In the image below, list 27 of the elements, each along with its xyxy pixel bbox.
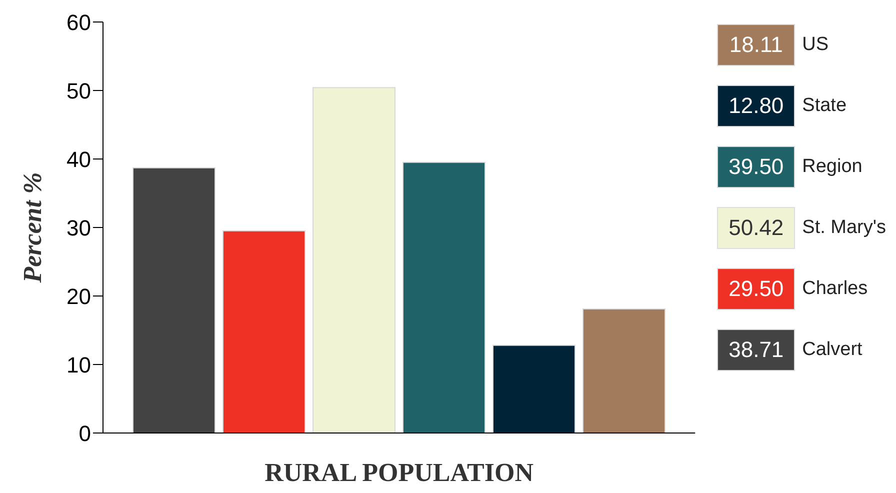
legend-label: Calvert <box>802 339 862 361</box>
bar <box>492 344 576 433</box>
legend-label: Charles <box>802 278 868 300</box>
text: 38.71 <box>717 329 796 371</box>
legend-label: US <box>802 34 829 56</box>
bar <box>402 162 486 433</box>
y-tick-label: 50 <box>66 78 91 104</box>
legend-label: St. Mary's <box>802 217 886 239</box>
text: 29.50 <box>717 268 796 310</box>
bar <box>222 230 306 433</box>
bar <box>132 167 216 433</box>
text: 50.42 <box>717 207 796 249</box>
x-axis-title: RURAL POPULATION <box>264 458 534 487</box>
y-tick-label: 30 <box>66 215 91 240</box>
text: 18.11 <box>717 24 796 66</box>
legend-label: State <box>802 95 847 117</box>
y-tick-label: 10 <box>66 352 91 378</box>
y-axis-title: Percent % <box>18 172 48 284</box>
y-tick-label: 60 <box>66 10 91 35</box>
bar <box>312 87 396 433</box>
y-tick-label: 0 <box>78 420 91 446</box>
bar <box>582 308 666 433</box>
text: 39.50 <box>717 146 796 188</box>
text: 12.80 <box>717 85 796 127</box>
y-tick-label: 40 <box>66 146 91 172</box>
y-tick-label: 20 <box>66 284 91 309</box>
legend-label: Region <box>802 156 862 178</box>
